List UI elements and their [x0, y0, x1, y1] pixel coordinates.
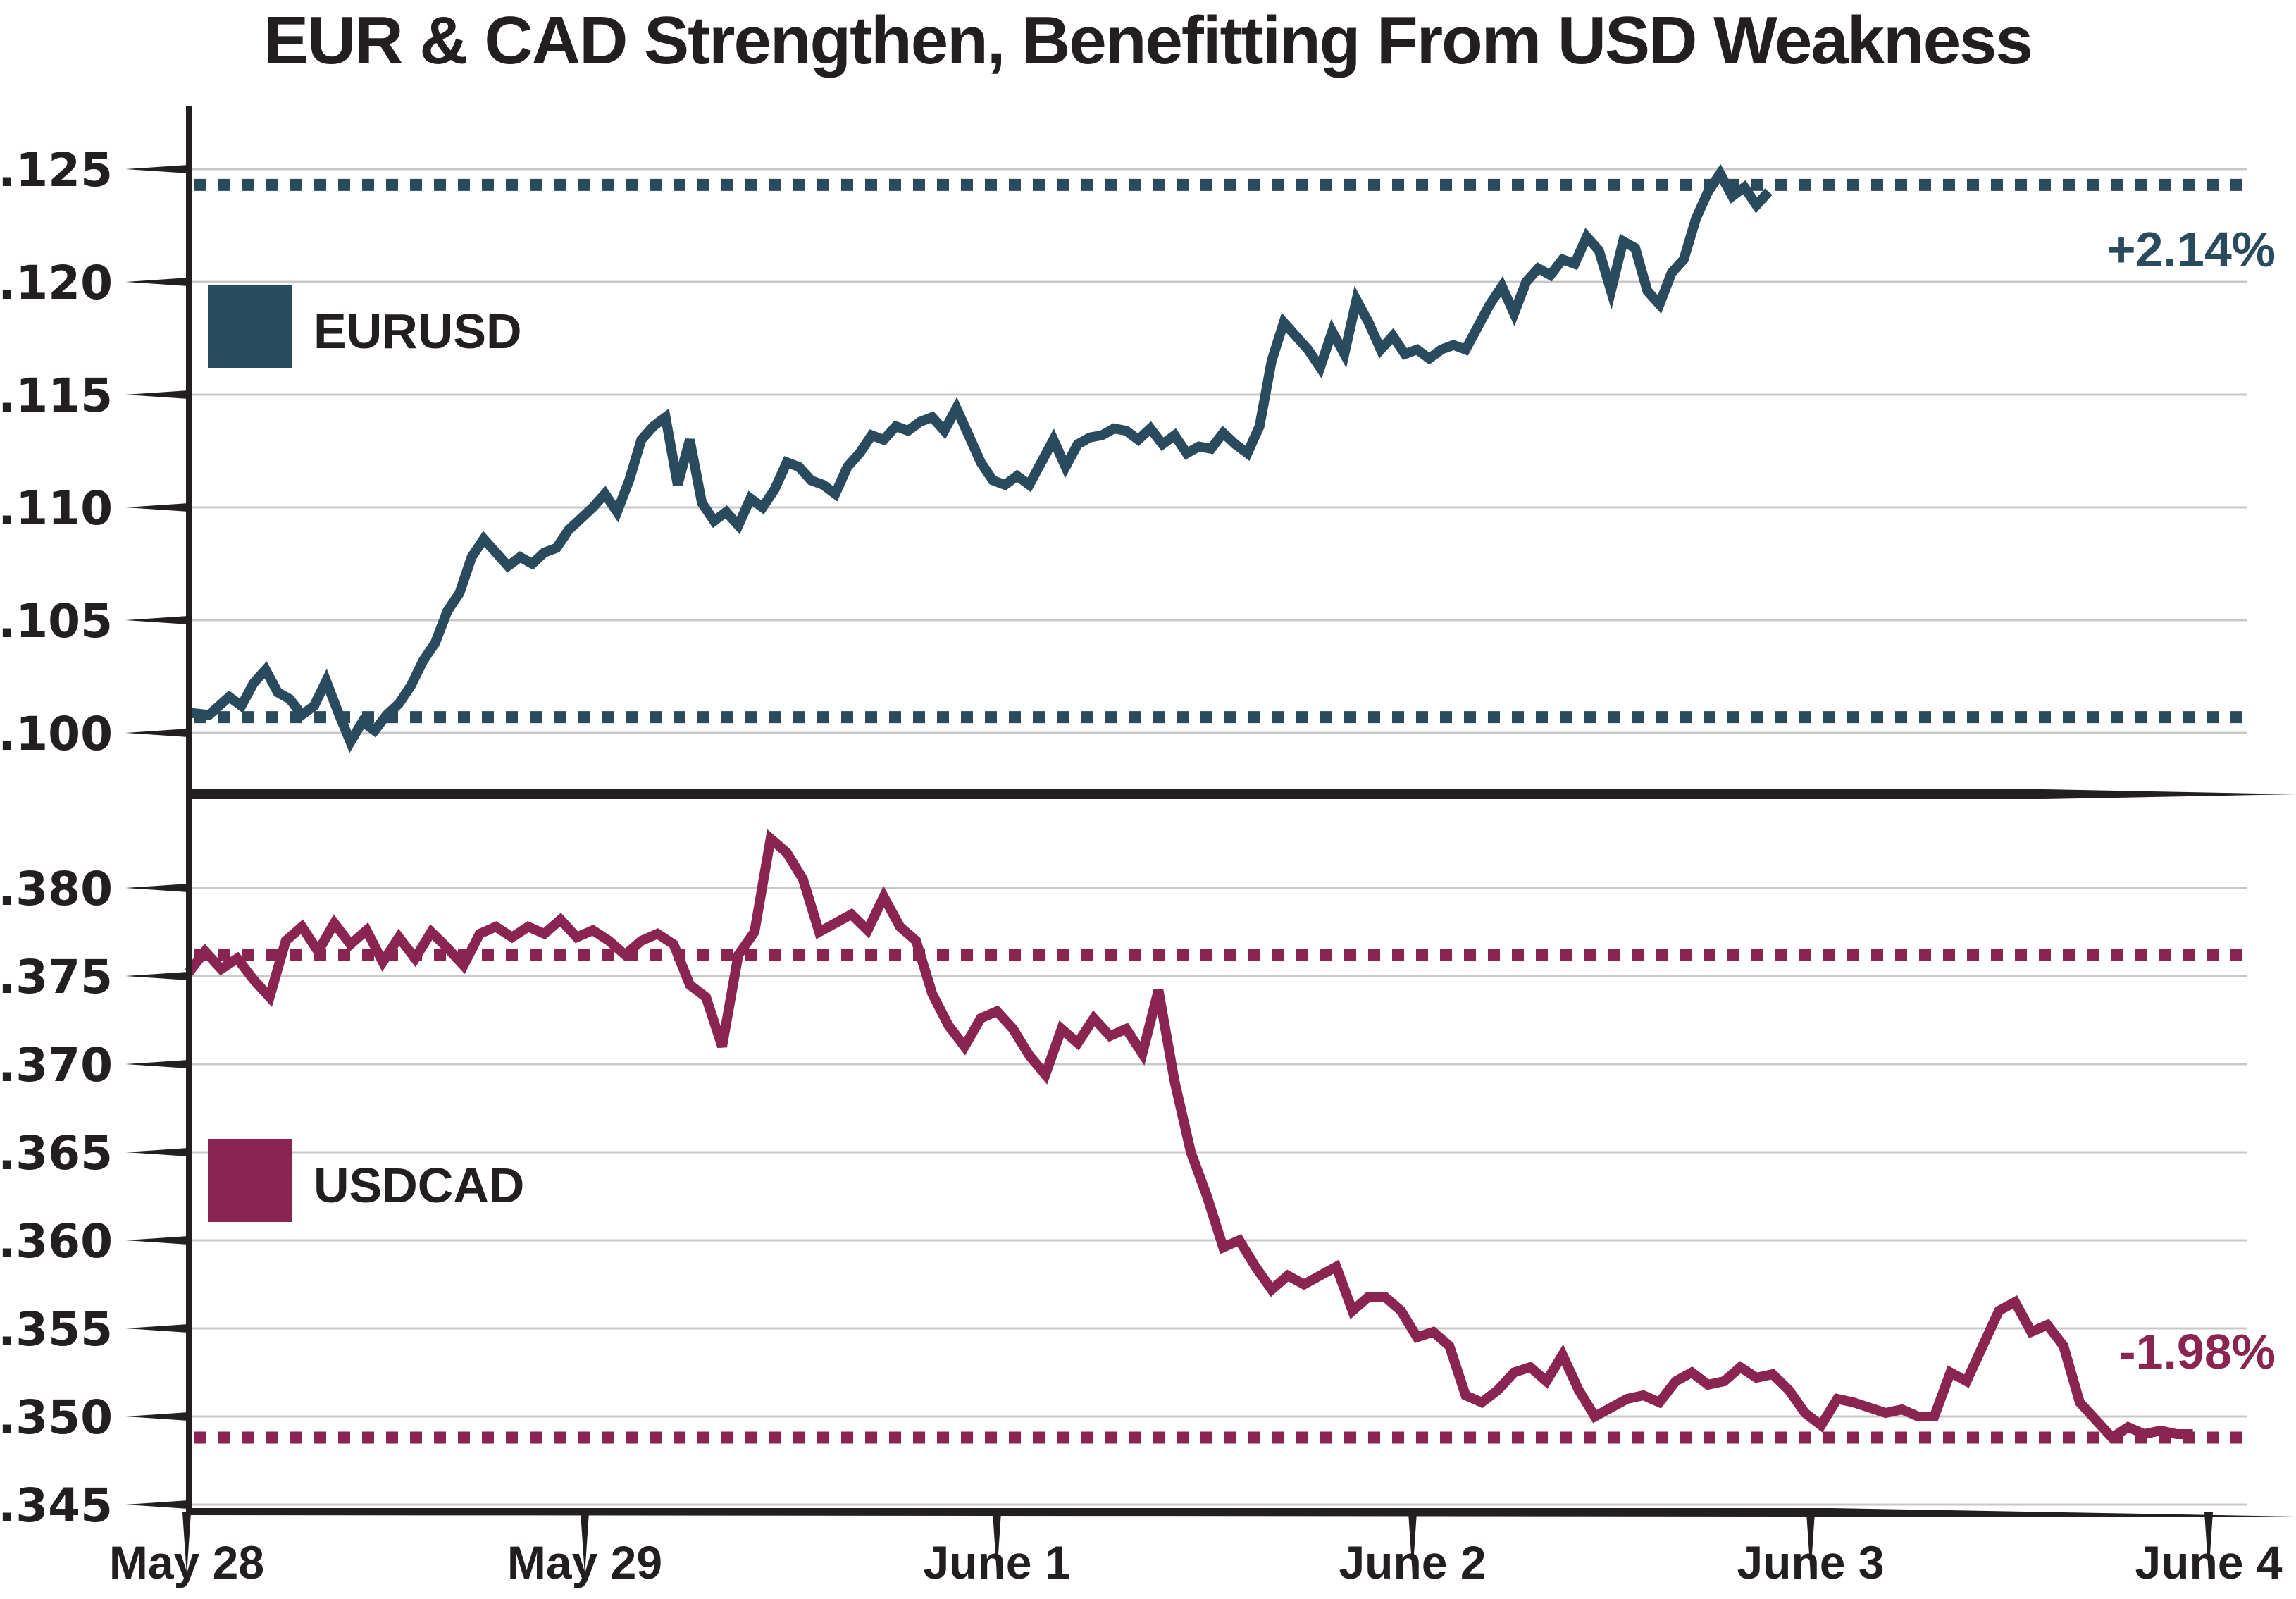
- eurusd-legend-swatch: [208, 285, 292, 368]
- y-tick-label: 1.105: [0, 594, 113, 648]
- x-tick-mark: [993, 1512, 1001, 1575]
- x-tick-label: May 28: [109, 1536, 264, 1588]
- usdcad-panel: 1.345 1.350 1.355 1.360 1.365 1.370 1.375 1.380…: [0, 829, 2276, 1533]
- x-tick-label: May 29: [507, 1536, 662, 1588]
- panel-divider: [189, 789, 2296, 799]
- x-tick-mark: [2204, 1512, 2213, 1575]
- y-tick-label: 1.345: [0, 1478, 113, 1533]
- y-tick-label: 1.365: [0, 1126, 113, 1180]
- usdcad-reference-lines: [194, 949, 2247, 1444]
- y-tick-mark: [125, 729, 189, 737]
- y-tick-mark: [125, 1060, 189, 1068]
- chart-title: EUR & CAD Strengthen, Benefitting From U…: [263, 3, 2032, 78]
- y-tick-mark: [125, 1324, 189, 1333]
- y-tick-mark: [125, 1412, 189, 1421]
- y-tick-label: 1.350: [0, 1390, 113, 1445]
- eurusd-y-ticks: 1.100 1.105 1.110 1.115 1.120 1.125: [0, 143, 189, 761]
- x-tick-mark: [182, 1512, 191, 1575]
- y-tick-label: 1.380: [0, 862, 113, 916]
- x-tick-label: June 4: [2135, 1536, 2282, 1588]
- y-tick-label: 1.370: [0, 1038, 113, 1092]
- y-tick-label: 1.125: [0, 143, 113, 197]
- x-tick-label: June 3: [1737, 1536, 1884, 1588]
- y-tick-label: 1.120: [0, 256, 113, 310]
- x-tick-mark: [1408, 1512, 1417, 1575]
- usdcad-legend-swatch: [208, 1139, 292, 1222]
- eurusd-legend-label: EURUSD: [314, 304, 522, 359]
- y-tick-label: 1.115: [0, 369, 113, 423]
- eurusd-gridlines: [189, 168, 2247, 734]
- usdcad-change-annotation: -1.98%: [2119, 1324, 2276, 1379]
- y-tick-label: 1.100: [0, 707, 113, 761]
- y-tick-mark: [125, 884, 189, 892]
- y-tick-mark: [125, 165, 189, 173]
- usdcad-series-line: [185, 829, 2193, 1445]
- eurusd-series-line: [188, 163, 1773, 753]
- eurusd-panel: 1.100 1.105 1.110 1.115 1.120 1.125 EURUSD +2…: [0, 143, 2276, 761]
- eurusd-reference-lines: [194, 178, 2247, 724]
- usdcad-gridlines: [189, 887, 2247, 1506]
- y-tick-mark: [125, 1148, 189, 1156]
- x-tick-label: June 2: [1339, 1536, 1486, 1588]
- usdcad-y-ticks: 1.345 1.350 1.355 1.360 1.365 1.370 1.375 1.380: [0, 862, 189, 1533]
- x-axis-ticks: May 28 May 29 June 1 June 2 June 3 June 4: [109, 1512, 2283, 1588]
- y-tick-label: 1.110: [0, 481, 113, 536]
- y-tick-mark: [125, 503, 189, 512]
- y-tick-mark: [125, 1500, 189, 1509]
- y-tick-mark: [125, 390, 189, 399]
- x-axis-line: [189, 1508, 2296, 1517]
- y-tick-mark: [125, 1236, 189, 1245]
- y-tick-mark: [125, 972, 189, 980]
- y-tick-mark: [125, 278, 189, 286]
- usdcad-legend-label: USDCAD: [314, 1158, 524, 1213]
- x-tick-mark: [581, 1512, 589, 1575]
- y-tick-label: 1.375: [0, 950, 113, 1004]
- x-tick-mark: [1806, 1512, 1815, 1575]
- y-tick-mark: [125, 616, 189, 624]
- x-tick-label: June 1: [923, 1536, 1070, 1588]
- y-tick-label: 1.360: [0, 1214, 113, 1268]
- y-tick-label: 1.355: [0, 1302, 113, 1357]
- eurusd-change-annotation: +2.14%: [2107, 222, 2276, 277]
